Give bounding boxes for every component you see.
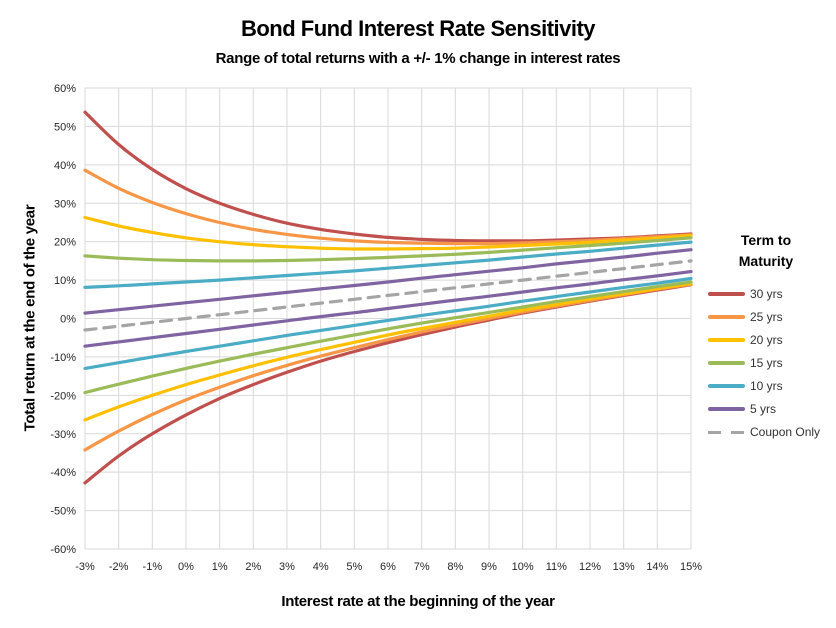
legend-items: 30 yrs 25 yrs 20 yrs 15 yrs 10 yrs 5 yrs Coupo… [700, 287, 832, 439]
legend-item-30-yrs: 30 yrs [708, 287, 832, 301]
x-tick-label: 4% [313, 561, 329, 573]
y-tick-label: -10% [50, 352, 76, 364]
x-tick-label: 10% [512, 561, 534, 573]
x-tick-label: -1% [143, 561, 163, 573]
legend-swatch-10-yrs [708, 384, 745, 388]
legend: Term to Maturity 30 yrs 25 yrs 20 yrs 15 yr… [700, 230, 832, 449]
legend-title: Term to Maturity [738, 232, 794, 269]
series-line-20-yrs-lower [83, 281, 693, 422]
x-tick-label: 1% [212, 561, 228, 573]
y-tick-label: 0% [60, 314, 76, 326]
legend-item-coupon-only: Coupon Only [708, 425, 832, 439]
legend-swatch-5-yrs [708, 407, 745, 411]
x-tick-label: 5% [346, 561, 362, 573]
legend-label-25-yrs: 25 yrs [750, 310, 783, 324]
x-tick-label: -2% [109, 561, 129, 573]
x-tick-label: 3% [279, 561, 295, 573]
legend-label-30-yrs: 30 yrs [750, 287, 783, 301]
x-tick-label: 6% [380, 561, 396, 573]
legend-swatch-15-yrs [708, 361, 745, 365]
y-axis-title: Total return at the end of the year [21, 204, 39, 432]
legend-label-coupon-only: Coupon Only [750, 425, 821, 439]
legend-swatch-20-yrs [708, 338, 745, 342]
x-tick-label: 2% [245, 561, 261, 573]
y-tick-label: 20% [54, 237, 76, 249]
legend-swatch-coupon-only [708, 430, 745, 434]
legend-label-20-yrs: 20 yrs [750, 333, 783, 347]
series-line-5-yrs-upper [83, 248, 693, 315]
x-tick-label: 0% [178, 561, 194, 573]
x-tick-label: 14% [646, 561, 668, 573]
legend-label-5-yrs: 5 yrs [750, 402, 777, 416]
legend-item-15-yrs: 15 yrs [708, 356, 832, 370]
y-tick-label: 30% [54, 198, 76, 210]
y-tick-label: -60% [50, 544, 76, 556]
legend-swatch-25-yrs [708, 315, 745, 319]
series-line-coupon-only [83, 259, 693, 332]
legend-swatch-30-yrs [708, 292, 745, 296]
series-line-20-yrs-upper [83, 215, 693, 251]
series-line-10-yrs-lower [83, 276, 693, 370]
series-line-15-yrs-lower [83, 280, 693, 395]
legend-label-15-yrs: 15 yrs [750, 356, 783, 370]
series-line-10-yrs-upper [83, 240, 693, 289]
series-line-5-yrs-lower [83, 270, 693, 348]
y-tick-label: 10% [54, 275, 76, 287]
x-tick-label: 9% [481, 561, 497, 573]
y-tick-label: -20% [50, 390, 76, 402]
series-line-15-yrs-upper [83, 236, 693, 263]
y-tick-label: -50% [50, 506, 76, 518]
chart-title: Bond Fund Interest Rate Sensitivity [240, 16, 596, 41]
chart-subtitle: Range of total returns with a +/- 1% cha… [215, 50, 621, 67]
y-tick-label: -30% [50, 429, 76, 441]
legend-item-20-yrs: 20 yrs [708, 333, 832, 347]
x-tick-label: 7% [414, 561, 430, 573]
y-tick-label: 60% [54, 83, 76, 95]
x-tick-label: 15% [680, 561, 702, 573]
legend-item-5-yrs: 5 yrs [708, 402, 832, 416]
x-tick-label: 11% [546, 561, 567, 573]
y-tick-label: 40% [54, 160, 76, 172]
y-tick-label: -40% [50, 467, 76, 479]
x-tick-label: 8% [447, 561, 463, 573]
legend-label-10-yrs: 10 yrs [750, 379, 783, 393]
x-tick-label: 13% [613, 561, 635, 573]
x-tick-label: -3% [75, 561, 95, 573]
plot-border [84, 87, 692, 550]
legend-item-10-yrs: 10 yrs [708, 379, 832, 393]
series-line-25-yrs-upper [83, 168, 693, 246]
y-tick-label: 50% [54, 121, 76, 133]
x-tick-label: 12% [579, 561, 601, 573]
x-axis-title: Interest rate at the beginning of the ye… [281, 593, 555, 610]
legend-item-25-yrs: 25 yrs [708, 310, 832, 324]
